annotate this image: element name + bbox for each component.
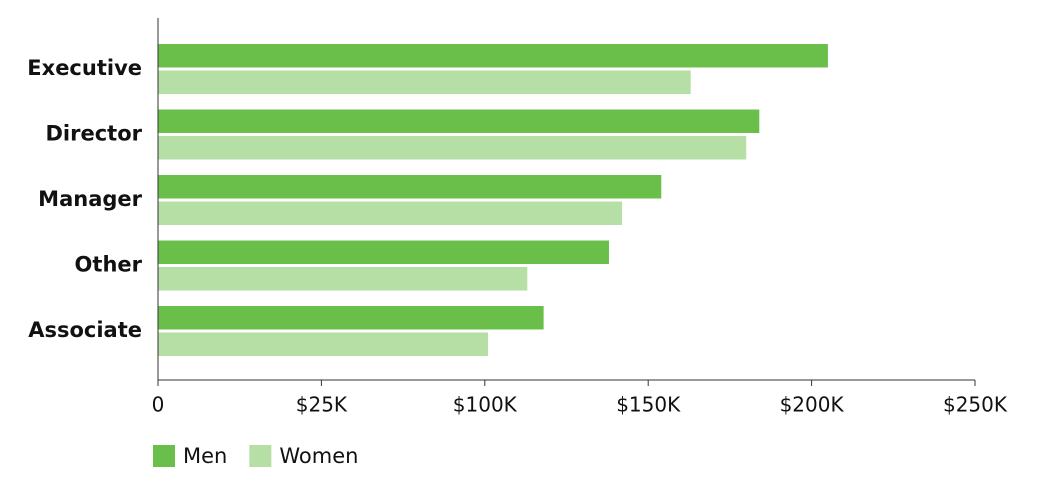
x-tick-label: $150K (616, 393, 681, 417)
bar (158, 201, 623, 225)
bar (158, 267, 528, 291)
legend-label: Women (279, 444, 358, 468)
bar (158, 306, 544, 330)
bar (158, 332, 489, 356)
y-tick-label: Other (75, 253, 143, 277)
x-tick-label: $250K (943, 393, 1008, 417)
bar (158, 175, 662, 199)
bar (158, 136, 747, 160)
legend-swatch (249, 445, 272, 467)
y-tick-label: Executive (27, 56, 142, 80)
x-tick-label: $100K (453, 393, 518, 417)
legend-label: Men (183, 444, 227, 468)
y-tick-label: Associate (28, 318, 142, 342)
bar (158, 109, 760, 133)
bar (158, 240, 609, 264)
y-tick-label: Manager (38, 187, 142, 211)
x-tick-label: $200K (780, 393, 845, 417)
bar (158, 44, 828, 68)
x-tick-label: 0 (152, 393, 165, 417)
bar (158, 70, 691, 94)
legend-swatch (153, 445, 175, 467)
y-tick-label: Director (46, 122, 143, 146)
x-tick-label: $25K (296, 393, 348, 417)
